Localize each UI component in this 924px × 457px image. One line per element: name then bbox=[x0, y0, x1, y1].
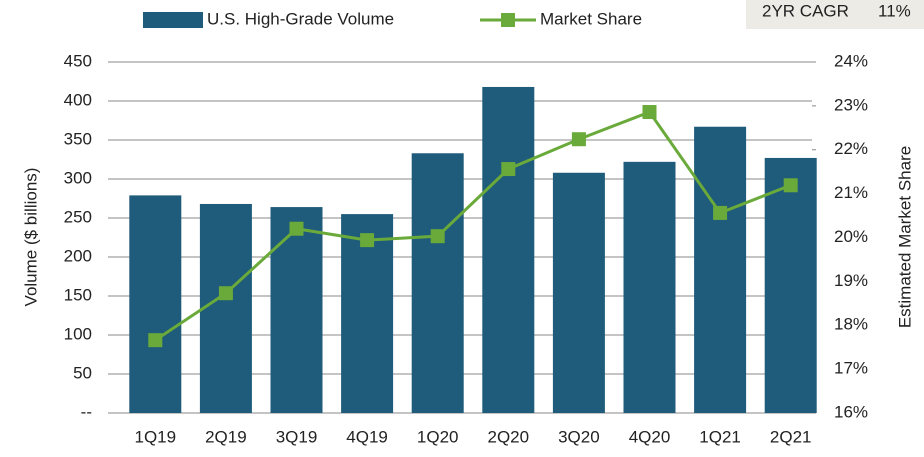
x-tick-label: 1Q20 bbox=[417, 427, 459, 446]
x-tick-label: 3Q20 bbox=[558, 427, 600, 446]
x-tick-label: 1Q19 bbox=[135, 427, 177, 446]
y2-tick-label: 19% bbox=[834, 271, 868, 290]
x-tick-label: 2Q20 bbox=[488, 427, 530, 446]
y-tick-label: 50 bbox=[73, 363, 92, 382]
x-tick-label: 1Q21 bbox=[699, 427, 741, 446]
y-tick-label: 250 bbox=[64, 207, 92, 226]
y2-axis-title: Estimated Market Share bbox=[895, 146, 914, 328]
x-tick-label: 3Q19 bbox=[276, 427, 318, 446]
y-tick-label: 200 bbox=[64, 246, 92, 265]
bar bbox=[199, 203, 252, 413]
y-tick-label: 400 bbox=[64, 90, 92, 109]
y-tick-label: 450 bbox=[64, 51, 92, 70]
y2-tick-label: 17% bbox=[834, 359, 868, 378]
y2-tick-label: 20% bbox=[834, 227, 868, 246]
x-tick-label: 4Q19 bbox=[346, 427, 388, 446]
marker bbox=[571, 132, 586, 147]
bar bbox=[552, 172, 605, 413]
y-tick-label: 150 bbox=[64, 285, 92, 304]
y2-tick-label: 18% bbox=[834, 315, 868, 334]
x-tick-label: 4Q20 bbox=[629, 427, 671, 446]
y-tick-label: -- bbox=[81, 402, 92, 421]
y-tick-label: 350 bbox=[64, 129, 92, 148]
y2-tick-label: 16% bbox=[834, 402, 868, 421]
y-tick-label: 300 bbox=[64, 168, 92, 187]
y2-tick-label: 23% bbox=[834, 95, 868, 114]
bar bbox=[341, 214, 394, 413]
y2-tick-label: 22% bbox=[834, 139, 868, 158]
annotation-value: 11% bbox=[878, 1, 911, 20]
bar bbox=[694, 126, 747, 414]
marker bbox=[783, 178, 798, 193]
marker bbox=[148, 333, 163, 348]
x-tick-label: 2Q19 bbox=[205, 427, 247, 446]
legend-label: Market Share bbox=[540, 9, 642, 28]
x-tick-label: 2Q21 bbox=[770, 427, 812, 446]
bar bbox=[482, 86, 535, 414]
annotation-box bbox=[746, 0, 924, 29]
bar bbox=[764, 157, 817, 413]
annotation-label: 2YR CAGR bbox=[762, 1, 849, 20]
y-axis-title: Volume ($ billions) bbox=[21, 168, 40, 307]
legend-swatch bbox=[143, 12, 203, 28]
marker bbox=[360, 233, 375, 248]
marker bbox=[642, 105, 657, 120]
legend-label: U.S. High-Grade Volume bbox=[207, 9, 394, 28]
bar bbox=[270, 207, 323, 413]
legend-swatch bbox=[501, 13, 515, 27]
marker bbox=[430, 229, 445, 244]
y-tick-label: 100 bbox=[64, 324, 92, 343]
line bbox=[154, 110, 792, 342]
marker bbox=[713, 205, 728, 220]
marker bbox=[289, 221, 304, 236]
bar bbox=[411, 153, 464, 413]
marker bbox=[501, 162, 516, 177]
bar bbox=[129, 195, 182, 413]
marker bbox=[218, 286, 233, 301]
bar bbox=[623, 161, 676, 413]
y2-tick-label: 24% bbox=[834, 51, 868, 70]
y2-tick-label: 21% bbox=[834, 183, 868, 202]
